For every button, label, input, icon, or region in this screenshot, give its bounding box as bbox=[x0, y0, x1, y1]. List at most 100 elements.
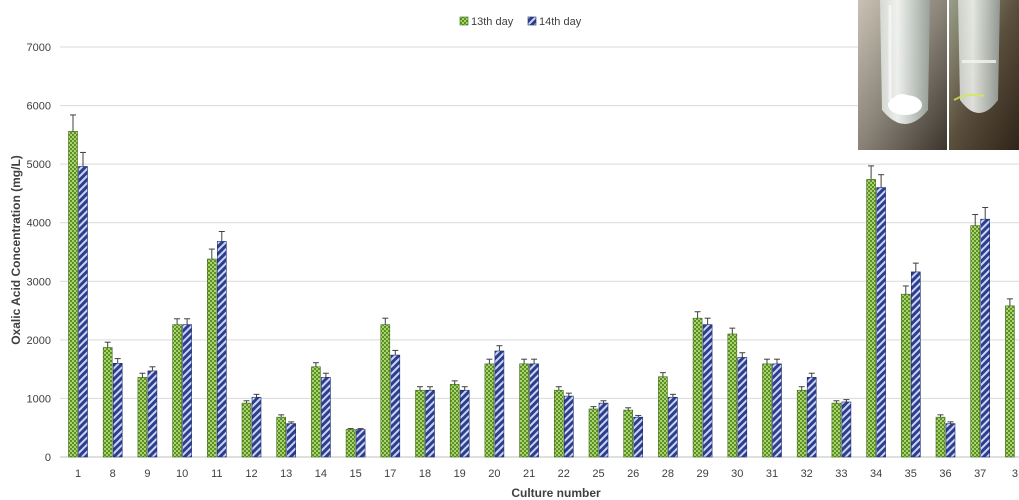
x-tick-label: 31 bbox=[766, 468, 778, 480]
legend-swatch-13th-day bbox=[459, 16, 469, 26]
x-tick-label: 32 bbox=[801, 468, 813, 480]
bar-14th-day-12 bbox=[251, 396, 262, 458]
bar-13th-day-35 bbox=[900, 293, 911, 458]
x-tick-label: 10 bbox=[176, 468, 188, 480]
x-tick-label: 36 bbox=[939, 468, 951, 480]
bar-14th-day-21 bbox=[529, 363, 539, 458]
bar-14th-day-13 bbox=[286, 423, 297, 458]
bar-13th-day-36 bbox=[935, 416, 946, 458]
x-tick-label: 21 bbox=[523, 468, 535, 480]
x-axis-title: Culture number bbox=[511, 486, 601, 500]
x-tick-label: 26 bbox=[627, 468, 639, 480]
bars bbox=[68, 114, 1015, 458]
bar-14th-day-9 bbox=[147, 370, 158, 458]
bar-13th-day-28 bbox=[658, 376, 668, 458]
y-tick-label: 6000 bbox=[27, 101, 51, 113]
bar-14th-day-17 bbox=[390, 354, 401, 458]
bar-13th-day-14 bbox=[311, 366, 321, 458]
bar-14th-day-37 bbox=[980, 218, 991, 458]
bar-14th-day-33 bbox=[841, 401, 852, 458]
bar-13th-day-31 bbox=[762, 363, 772, 458]
x-tick-label: 9 bbox=[144, 468, 150, 480]
legend: 13th day 14th day bbox=[459, 16, 582, 28]
x-tick-label: 20 bbox=[488, 468, 500, 480]
bar-13th-day-22 bbox=[553, 389, 564, 458]
bar-13th-day-26 bbox=[623, 409, 634, 458]
bar-13th-day-9 bbox=[137, 377, 148, 458]
y-axis-title: Oxalic Acid Concentration (mg/L) bbox=[9, 155, 23, 345]
bar-13th-day-8 bbox=[102, 347, 113, 458]
x-tick-label: 22 bbox=[558, 468, 570, 480]
bar-13th-day-19 bbox=[449, 384, 460, 458]
bar-13th-day-25 bbox=[588, 408, 599, 458]
bar-13th-day-34 bbox=[866, 179, 876, 458]
legend-label-13th-day: 13th day bbox=[471, 16, 514, 28]
y-tick-label: 0 bbox=[45, 452, 51, 464]
bar-14th-day-29 bbox=[702, 324, 713, 458]
x-tick-label: 29 bbox=[696, 468, 708, 480]
x-tick-label: 1 bbox=[75, 468, 81, 480]
y-tick-label: 4000 bbox=[27, 218, 51, 230]
bar-14th-day-1 bbox=[78, 166, 88, 458]
bar-14th-day-20 bbox=[494, 350, 505, 458]
bar-13th-day-30 bbox=[727, 333, 738, 458]
x-tick-label: 19 bbox=[454, 468, 466, 480]
bar-13th-day-10 bbox=[172, 324, 182, 458]
bar-13th-day-21 bbox=[519, 363, 529, 458]
bar-13th-day-11 bbox=[207, 258, 217, 458]
y-tick-label: 1000 bbox=[27, 393, 51, 405]
bar-13th-day-18 bbox=[415, 389, 425, 458]
bar-13th-day-3 bbox=[1005, 305, 1015, 458]
x-tick-label: 33 bbox=[835, 468, 847, 480]
x-tick-label: 35 bbox=[905, 468, 917, 480]
bar-14th-day-31 bbox=[772, 363, 782, 458]
x-tick-label: 34 bbox=[870, 468, 882, 480]
legend-label-14th-day: 14th day bbox=[539, 16, 582, 28]
bar-13th-day-17 bbox=[380, 324, 391, 458]
culture-tube-photo bbox=[858, 0, 1019, 150]
y-tick-label: 2000 bbox=[27, 335, 51, 347]
bar-14th-day-35 bbox=[910, 271, 921, 458]
bar-14th-day-22 bbox=[563, 395, 574, 458]
bar-14th-day-30 bbox=[737, 357, 748, 458]
bar-13th-day-15 bbox=[345, 429, 356, 458]
bar-14th-day-8 bbox=[112, 362, 123, 458]
bar-13th-day-37 bbox=[970, 225, 981, 458]
bar-13th-day-32 bbox=[796, 389, 807, 458]
x-tick-label: 28 bbox=[662, 468, 674, 480]
bar-13th-day-12 bbox=[241, 402, 252, 458]
bar-14th-day-28 bbox=[668, 396, 678, 458]
bar-14th-day-15 bbox=[355, 429, 366, 458]
x-tick-label: 13 bbox=[280, 468, 292, 480]
bar-14th-day-18 bbox=[425, 389, 435, 458]
bar-14th-day-36 bbox=[945, 423, 956, 458]
bar-13th-day-33 bbox=[831, 402, 842, 458]
bar-14th-day-10 bbox=[182, 324, 192, 458]
bar-14th-day-11 bbox=[217, 241, 227, 458]
x-tick-label: 15 bbox=[349, 468, 361, 480]
x-tick-label: 37 bbox=[974, 468, 986, 480]
x-tick-label: 30 bbox=[731, 468, 743, 480]
x-tick-label: 11 bbox=[211, 468, 222, 480]
bar-14th-day-19 bbox=[459, 389, 470, 458]
bar-13th-day-13 bbox=[276, 416, 287, 458]
y-tick-label: 3000 bbox=[27, 276, 51, 288]
x-axis-ticks: 1 8 9 10 11 12 13 14 15 17 18 19 20 21 22 25 26 28 29 30 31 3… bbox=[75, 468, 1018, 480]
x-tick-label: 14 bbox=[315, 468, 327, 480]
legend-swatch-14th-day bbox=[527, 16, 537, 26]
x-tick-label: 18 bbox=[419, 468, 431, 480]
bar-13th-day-1 bbox=[68, 131, 78, 458]
bar-14th-day-25 bbox=[598, 402, 609, 458]
x-tick-label: 25 bbox=[592, 468, 604, 480]
bar-14th-day-34 bbox=[876, 187, 886, 458]
bar-14th-day-32 bbox=[806, 377, 817, 458]
x-tick-label: 8 bbox=[110, 468, 116, 480]
bar-13th-day-20 bbox=[484, 363, 495, 458]
x-tick-label: 12 bbox=[245, 468, 257, 480]
bar-13th-day-29 bbox=[692, 317, 703, 458]
x-tick-label: 17 bbox=[384, 468, 396, 480]
y-axis-ticks: 0 1000 2000 3000 4000 5000 6000 7000 bbox=[27, 42, 51, 464]
x-tick-label: 3 bbox=[1012, 468, 1018, 480]
y-tick-label: 7000 bbox=[27, 42, 51, 54]
